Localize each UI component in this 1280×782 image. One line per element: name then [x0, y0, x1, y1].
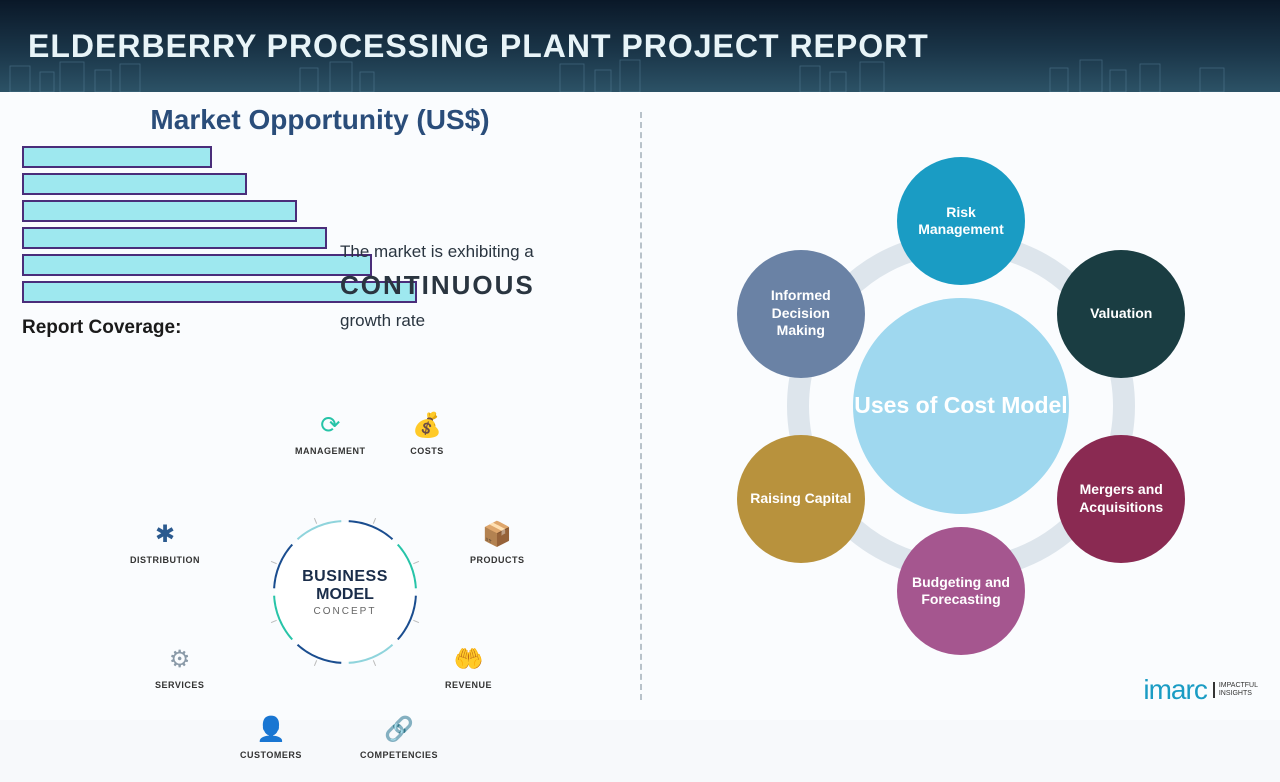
- biz-node: 👤 CUSTOMERS: [240, 712, 302, 760]
- biz-node-label: DISTRIBUTION: [130, 555, 200, 565]
- logo-tagline: IMPACTFUL INSIGHTS: [1213, 682, 1258, 697]
- products-icon: 📦: [480, 517, 514, 551]
- logo-brand: imarc: [1143, 674, 1206, 706]
- biz-node-label: CUSTOMERS: [240, 750, 302, 760]
- customers-icon: 👤: [254, 712, 288, 746]
- biz-node-label: PRODUCTS: [470, 555, 525, 565]
- biz-node-label: SERVICES: [155, 680, 204, 690]
- biz-node: 📦 PRODUCTS: [470, 517, 525, 565]
- biz-node-label: MANAGEMENT: [295, 446, 366, 456]
- body: Market Opportunity (US$) The market is e…: [0, 92, 1280, 720]
- competencies-icon: 🔗: [382, 712, 416, 746]
- biz-center-l3: CONCEPT: [314, 606, 377, 617]
- cost-node: Valuation: [1057, 250, 1185, 378]
- bar: [22, 146, 212, 168]
- biz-node-label: COMPETENCIES: [360, 750, 438, 760]
- biz-center: BUSINESS MODEL CONCEPT: [275, 522, 415, 662]
- cost-node: Risk Management: [897, 157, 1025, 285]
- left-panel: Market Opportunity (US$) The market is e…: [0, 92, 640, 720]
- distribution-icon: ✱: [148, 517, 182, 551]
- biz-node: ⚙ SERVICES: [155, 642, 204, 690]
- business-model-diagram: BUSINESS MODEL CONCEPT ⟳MANAGEMENT💰COSTS…: [100, 412, 530, 782]
- bar: [22, 254, 372, 276]
- growth-text: The market is exhibiting a CONTINUOUS gr…: [340, 238, 535, 334]
- biz-node-label: REVENUE: [445, 680, 492, 690]
- cost-center: Uses of Cost Model: [853, 298, 1069, 514]
- bar: [22, 173, 247, 195]
- cost-node: Mergers and Acquisitions: [1057, 435, 1185, 563]
- bar: [22, 200, 297, 222]
- biz-node-label: COSTS: [410, 446, 444, 456]
- biz-center-l2: MODEL: [316, 586, 374, 604]
- logo: imarc IMPACTFUL INSIGHTS: [1143, 674, 1258, 706]
- management-icon: ⟳: [313, 408, 347, 442]
- page-title: ELDERBERRY PROCESSING PLANT PROJECT REPO…: [28, 28, 929, 65]
- biz-node: 💰 COSTS: [410, 408, 444, 456]
- biz-center-l1: BUSINESS: [302, 568, 388, 586]
- biz-node: 🔗 COMPETENCIES: [360, 712, 438, 760]
- costs-icon: 💰: [410, 408, 444, 442]
- growth-big: CONTINUOUS: [340, 265, 535, 307]
- cost-node: Budgeting and Forecasting: [897, 527, 1025, 655]
- revenue-icon: 🤲: [452, 642, 486, 676]
- growth-post: growth rate: [340, 307, 535, 334]
- market-title: Market Opportunity (US$): [22, 104, 618, 136]
- biz-node: ✱ DISTRIBUTION: [130, 517, 200, 565]
- cost-node: Informed Decision Making: [737, 250, 865, 378]
- growth-pre: The market is exhibiting a: [340, 238, 535, 265]
- right-panel: Uses of Cost Model Risk ManagementValuat…: [642, 92, 1280, 720]
- cost-model-diagram: Uses of Cost Model Risk ManagementValuat…: [701, 146, 1221, 666]
- header: ELDERBERRY PROCESSING PLANT PROJECT REPO…: [0, 0, 1280, 92]
- bar: [22, 227, 327, 249]
- biz-node: 🤲 REVENUE: [445, 642, 492, 690]
- cost-node: Raising Capital: [737, 435, 865, 563]
- biz-node: ⟳ MANAGEMENT: [295, 408, 366, 456]
- services-icon: ⚙: [163, 642, 197, 676]
